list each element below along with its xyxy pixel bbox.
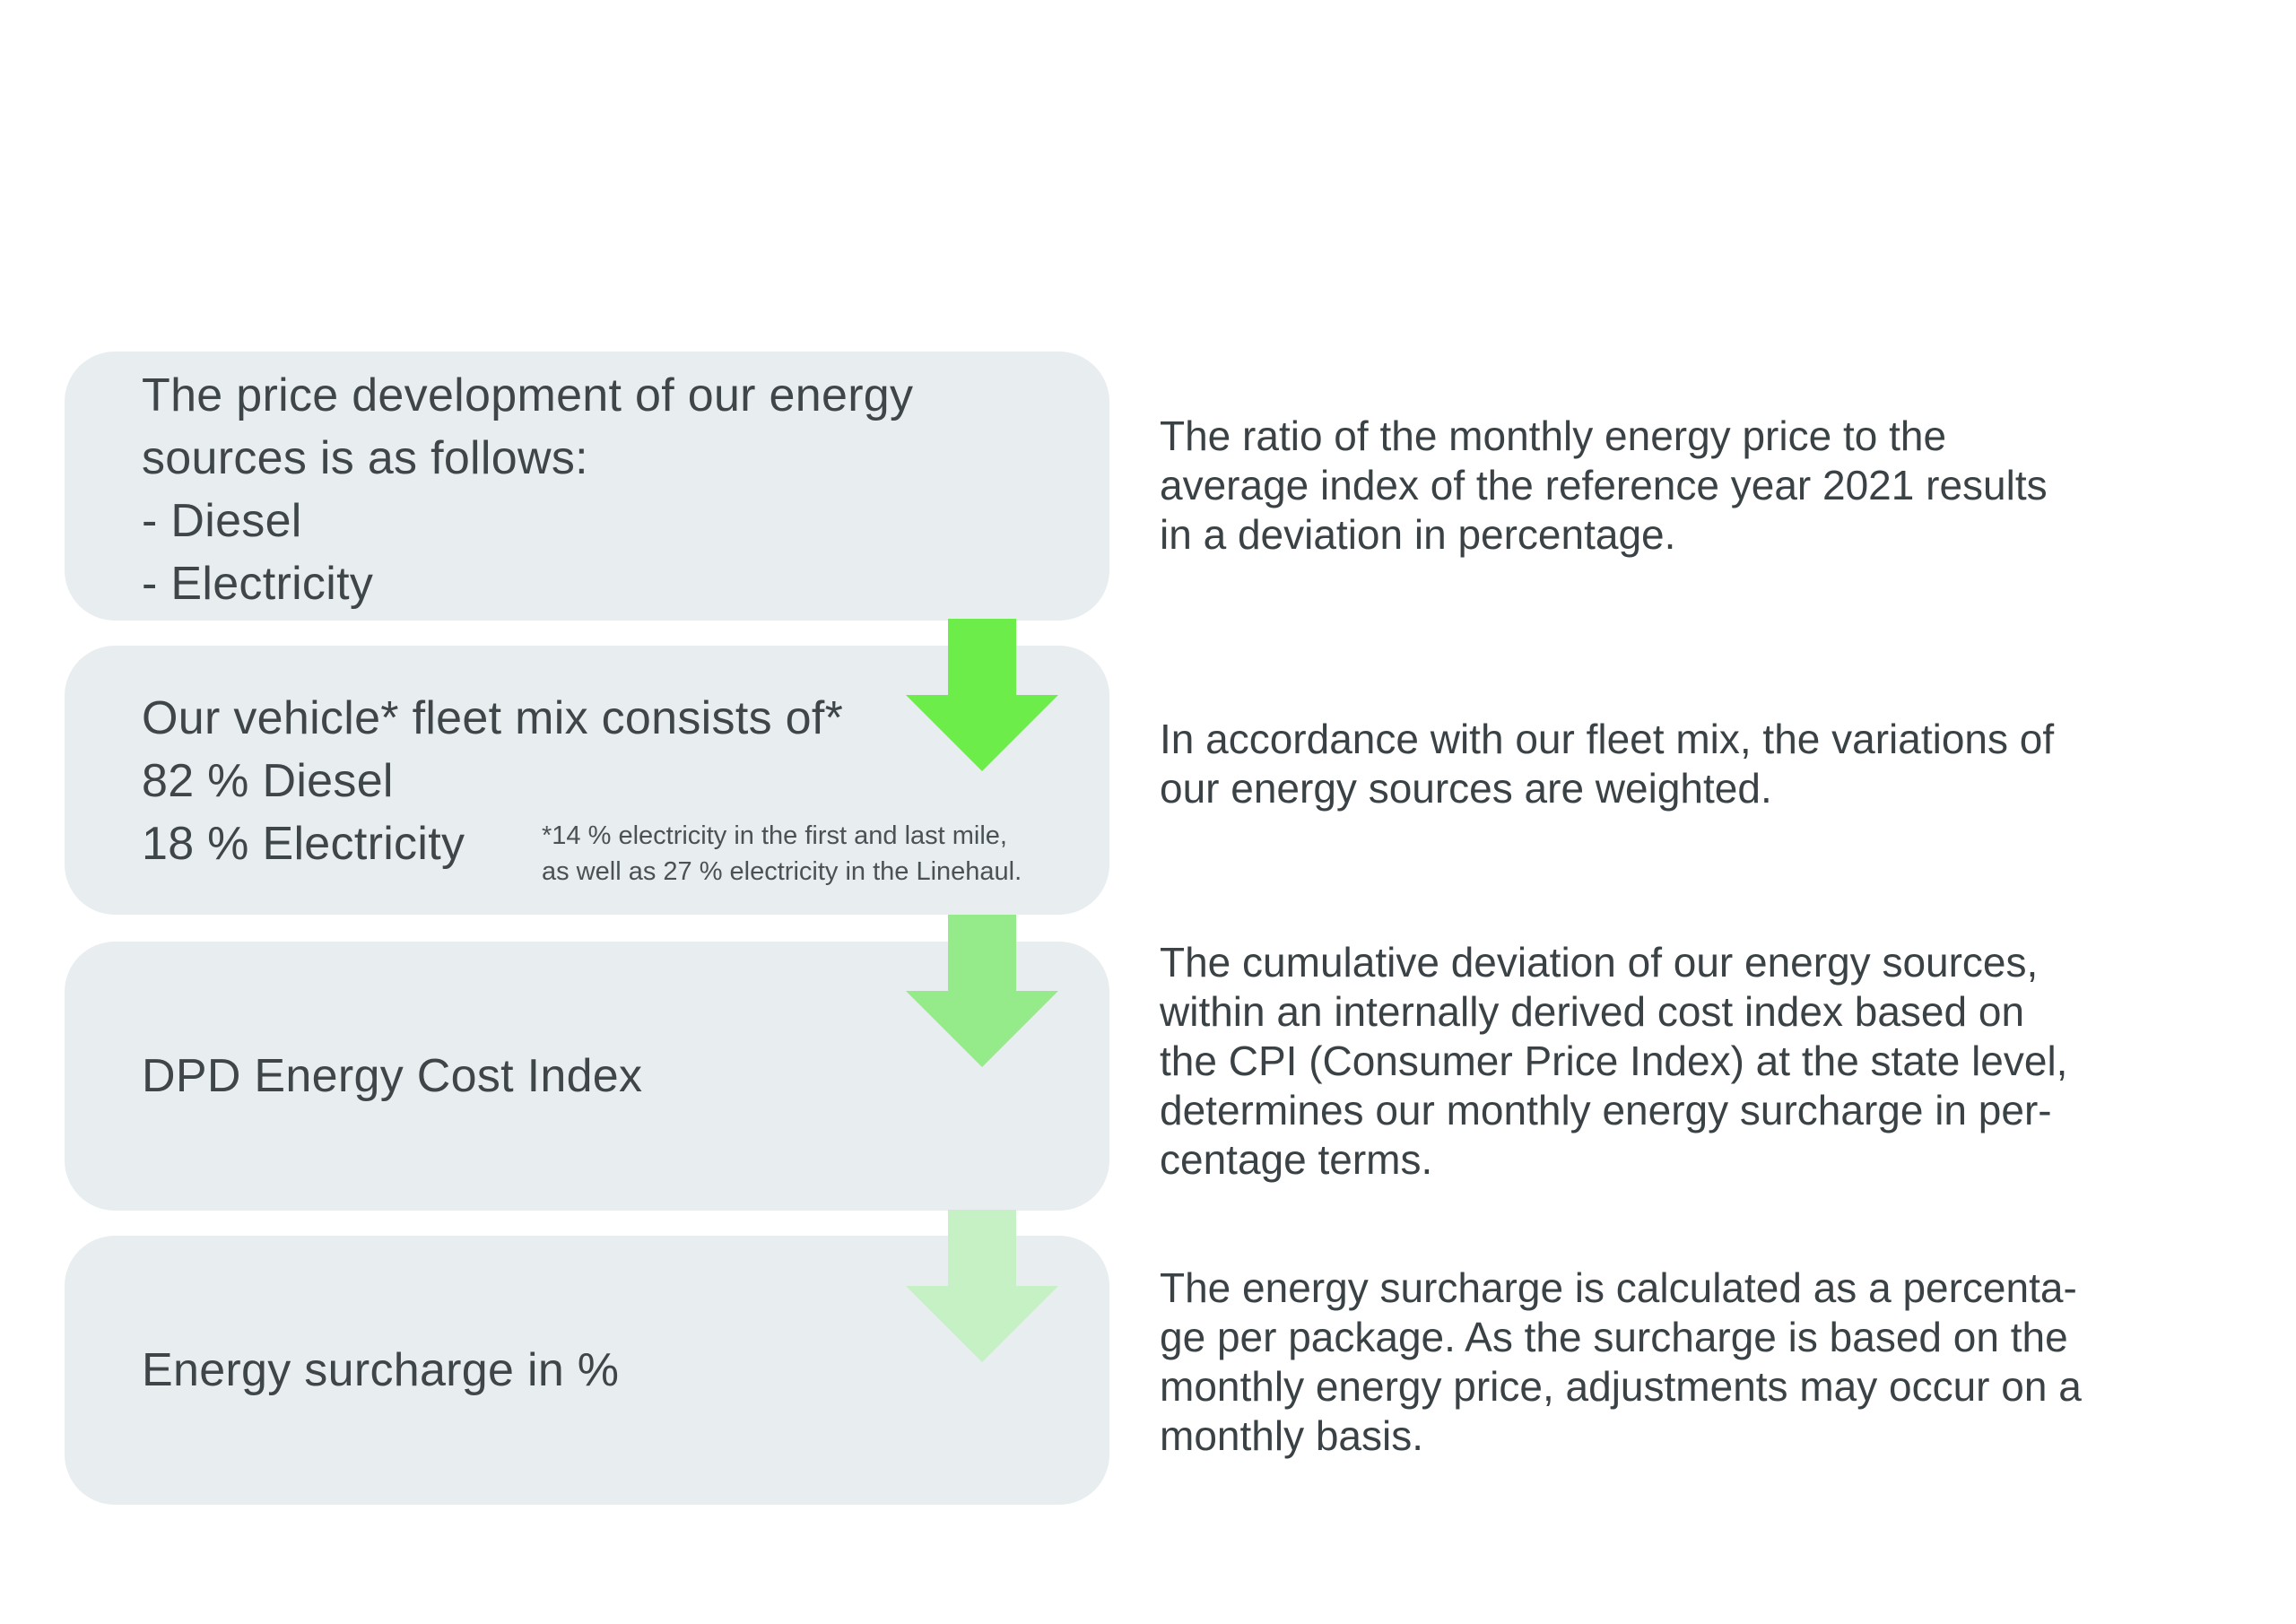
step-text-line: 82 % Diesel: [142, 755, 394, 807]
step-text-line: Our vehicle* fleet mix consists of*: [142, 692, 844, 744]
arrow-down-icon: [906, 619, 1058, 771]
footnote-line: as well as 27 % electricity in the Lineh…: [542, 857, 1022, 886]
description-line: in a deviation in percentage.: [1160, 511, 1676, 558]
description-line: The ratio of the monthly energy price to…: [1160, 413, 1947, 459]
arrow-down-icon: [906, 1210, 1058, 1362]
step-box-energy-surcharge: Energy surcharge in %: [65, 1236, 1109, 1505]
step-text-line: DPD Energy Cost Index: [142, 1050, 643, 1102]
description-line: The cumulative deviation of our energy s…: [1160, 939, 2039, 986]
step-text-line: 18 % Electricity: [142, 818, 465, 870]
footnote-line: *14 % electricity in the first and last …: [542, 821, 1007, 850]
description-line: The energy surcharge is calculated as a …: [1160, 1264, 2077, 1311]
description-line: determines our monthly energy surcharge …: [1160, 1087, 2052, 1133]
step-text-line: sources is as follows:: [142, 432, 588, 484]
step-text-line: Energy surcharge in %: [142, 1344, 620, 1396]
description-line: ge per package. As the surcharge is base…: [1160, 1314, 2068, 1360]
step-text-line: The price development of our energy: [142, 369, 914, 421]
description-energy-price: The ratio of the monthly energy price to…: [1160, 412, 2236, 560]
description-line: monthly energy price, adjustments may oc…: [1160, 1363, 2082, 1410]
description-line: the CPI (Consumer Price Index) at the st…: [1160, 1038, 2068, 1084]
description-line: centage terms.: [1160, 1136, 1433, 1183]
description-line: our energy sources are weighted.: [1160, 765, 1772, 812]
fleet-mix-footnote: *14 % electricity in the first and last …: [542, 818, 1022, 890]
description-line: within an internally derived cost index …: [1160, 988, 2025, 1035]
step-box-energy-price-development: The price development of our energy sour…: [65, 352, 1109, 621]
description-surcharge: The energy surcharge is calculated as a …: [1160, 1264, 2236, 1461]
description-cost-index: The cumulative deviation of our energy s…: [1160, 938, 2236, 1185]
arrow-down-icon: [906, 915, 1058, 1067]
step-text-line: - Diesel: [142, 495, 302, 547]
step-box-energy-cost-index: DPD Energy Cost Index: [65, 942, 1109, 1211]
step-box-fleet-mix: Our vehicle* fleet mix consists of* 82 %…: [65, 646, 1109, 915]
description-line: monthly basis.: [1160, 1412, 1424, 1459]
description-fleet-mix: In accordance with our fleet mix, the va…: [1160, 715, 2236, 813]
description-line: In accordance with our fleet mix, the va…: [1160, 716, 2055, 762]
step-text-line: - Electricity: [142, 558, 374, 610]
description-line: average index of the reference year 2021…: [1160, 462, 2048, 508]
